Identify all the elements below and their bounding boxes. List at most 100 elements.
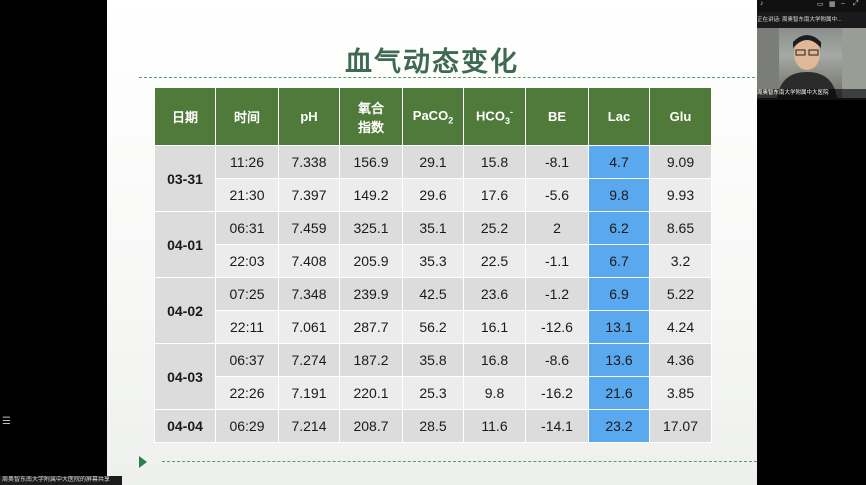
paco2-cell: 35.8 — [402, 343, 464, 377]
col-date: 日期 — [154, 87, 216, 146]
be-cell: -5.6 — [525, 178, 589, 212]
oxy-cell: 187.2 — [339, 343, 403, 377]
col-paco2: PaCO2 — [402, 87, 464, 146]
be-cell: -8.1 — [525, 145, 589, 179]
date-cell: 04-04 — [154, 409, 216, 443]
time-cell: 22:11 — [215, 310, 279, 344]
oxy-cell: 149.2 — [339, 178, 403, 212]
col-hco3-sub: 3 — [504, 115, 510, 126]
lac-cell: 4.7 — [588, 145, 650, 179]
time-cell: 22:26 — [215, 376, 279, 410]
webcam-video: 周奥智东南大学附属中大医院 — [757, 28, 866, 98]
date-cell: 03-31 — [154, 145, 216, 212]
col-oxy-line2: 指数 — [357, 119, 384, 135]
col-oxygenation-index: 氧合 指数 — [339, 87, 403, 146]
divider-bottom — [162, 461, 757, 462]
lac-cell: 6.9 — [588, 277, 650, 311]
ph-cell: 7.274 — [278, 343, 340, 377]
glu-cell: 8.65 — [649, 211, 712, 245]
speaking-status: 正在讲话: 周奥智东南大学附属中... — [757, 12, 866, 28]
time-cell: 21:30 — [215, 178, 279, 212]
lac-cell: 13.1 — [588, 310, 650, 344]
fullscreen-icon[interactable]: ⤢ — [853, 0, 859, 7]
col-ph: pH — [278, 87, 340, 146]
oxy-cell: 208.7 — [339, 409, 403, 443]
be-cell: -16.2 — [525, 376, 589, 410]
be-cell: 2 — [525, 211, 589, 245]
time-cell: 06:29 — [215, 409, 279, 443]
hco3-cell: 16.1 — [463, 310, 526, 344]
be-cell: -8.6 — [525, 343, 589, 377]
ph-cell: 7.061 — [278, 310, 340, 344]
be-cell: -1.1 — [525, 244, 589, 278]
blood-gas-table: 日期 时间 pH 氧合 指数 PaCO2 HCO3- BE Lac Glu — [154, 87, 712, 443]
col-hco3-label: HCO — [476, 108, 505, 124]
glu-cell: 9.09 — [649, 145, 712, 179]
oxy-cell: 325.1 — [339, 211, 403, 245]
hco3-cell: 9.8 — [463, 376, 526, 410]
paco2-cell: 35.1 — [402, 211, 464, 245]
paco2-cell: 42.5 — [402, 277, 464, 311]
paco2-cell: 35.3 — [402, 244, 464, 278]
camera-panel: ♪ ▭ ▦ – ⤢ 正在讲话: 周奥智东南大学附属中... 周奥智东南大学附属中… — [757, 0, 866, 100]
table-row: 22:26 7.191 220.1 25.3 9.8 -16.2 21.6 3.… — [155, 376, 712, 410]
oxy-cell: 205.9 — [339, 244, 403, 278]
webcam-person-icon — [757, 28, 866, 98]
col-be: BE — [525, 87, 589, 146]
lac-cell: 6.2 — [588, 211, 650, 245]
col-hco3: HCO3- — [463, 87, 526, 146]
lac-cell: 6.7 — [588, 244, 650, 278]
time-cell: 06:37 — [215, 343, 279, 377]
col-lac: Lac — [588, 87, 650, 146]
oxy-cell: 287.7 — [339, 310, 403, 344]
hco3-cell: 23.6 — [463, 277, 526, 311]
col-glu: Glu — [649, 87, 712, 146]
time-cell: 22:03 — [215, 244, 279, 278]
col-paco2-sub: 2 — [448, 115, 454, 126]
glu-cell: 3.85 — [649, 376, 712, 410]
slide-title: 血气动态变化 — [345, 47, 519, 78]
mic-icon[interactable]: ♪ — [760, 0, 764, 7]
paco2-cell: 56.2 — [402, 310, 464, 344]
paco2-cell: 29.1 — [402, 145, 464, 179]
screen-share-label: 周奥智东南大学附属中大医院的屏幕共享 — [0, 476, 122, 485]
table-header-row: 日期 时间 pH 氧合 指数 PaCO2 HCO3- BE Lac Glu — [154, 87, 712, 146]
paco2-cell: 25.3 — [402, 376, 464, 410]
table-row: 22:11 7.061 287.7 56.2 16.1 -12.6 13.1 4… — [155, 310, 712, 344]
glu-cell: 3.2 — [649, 244, 712, 278]
hco3-cell: 11.6 — [463, 409, 526, 443]
paco2-cell: 29.6 — [402, 178, 464, 212]
hco3-cell: 15.8 — [463, 145, 526, 179]
col-oxy-line1: 氧合 — [357, 100, 384, 116]
grid-icon[interactable]: ▦ — [829, 1, 836, 8]
slide-arrow-icon — [139, 456, 147, 468]
date-cell: 04-03 — [154, 343, 216, 410]
glu-cell: 9.93 — [649, 178, 712, 212]
table-row: 04-01 06:31 7.459 325.1 35.1 25.2 2 6.2 … — [154, 211, 712, 278]
minimize-icon[interactable]: – — [841, 0, 845, 7]
table-row: 22:03 7.408 205.9 35.3 22.5 -1.1 6.7 3.2 — [155, 244, 712, 278]
col-hco3-sup: - — [509, 107, 513, 118]
date-cell: 04-01 — [154, 211, 216, 278]
glu-cell: 4.24 — [649, 310, 712, 344]
lac-cell: 21.6 — [588, 376, 650, 410]
ph-cell: 7.397 — [278, 178, 340, 212]
time-cell: 11:26 — [215, 145, 279, 179]
table-row: 04-02 07:25 7.348 239.9 42.5 23.6 -1.2 6… — [154, 277, 712, 344]
table-row: 04-04 06:29 7.214 208.7 28.5 11.6 -14.1 … — [154, 409, 712, 443]
table-row: 03-31 11:26 7.338 156.9 29.1 15.8 -8.1 4… — [154, 145, 712, 212]
hco3-cell: 25.2 — [463, 211, 526, 245]
camera-toolbar: ♪ ▭ ▦ – ⤢ — [757, 0, 866, 8]
oxy-cell: 156.9 — [339, 145, 403, 179]
divider-top — [139, 77, 755, 78]
hco3-cell: 22.5 — [463, 244, 526, 278]
paco2-cell: 28.5 — [402, 409, 464, 443]
time-cell: 06:31 — [215, 211, 279, 245]
menu-icon[interactable]: ☰ — [2, 416, 11, 427]
be-cell: -1.2 — [525, 277, 589, 311]
layout-icon[interactable]: ▭ — [817, 1, 824, 8]
glu-cell: 5.22 — [649, 277, 712, 311]
ph-cell: 7.338 — [278, 145, 340, 179]
col-time: 时间 — [215, 87, 279, 146]
table-row: 21:30 7.397 149.2 29.6 17.6 -5.6 9.8 9.9… — [155, 178, 712, 212]
